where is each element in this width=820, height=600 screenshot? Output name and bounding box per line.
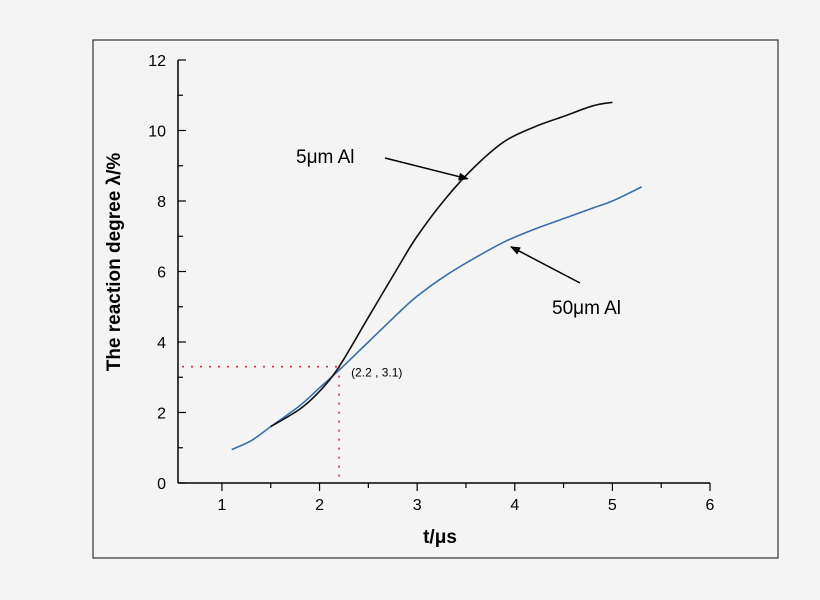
annotation-arrow-5um-al xyxy=(384,157,469,181)
y-axis-label: The reaction degree λ/% xyxy=(104,153,125,372)
y-ticks: 0 2 4 6 8 10 12 xyxy=(148,53,186,493)
annotation-50um-al: 50μm Al xyxy=(552,298,621,319)
y-tick-label: 6 xyxy=(157,265,166,282)
y-tick-label: 0 xyxy=(157,476,166,493)
annotation-5um-al: 5μm Al xyxy=(296,147,354,168)
y-tick-label: 8 xyxy=(157,194,166,211)
chart-frame xyxy=(92,39,779,559)
y-tick-label: 10 xyxy=(148,124,166,141)
marker-label: (2.2 , 3.1) xyxy=(351,366,402,380)
x-tick-label: 4 xyxy=(510,497,519,514)
x-tick-label: 6 xyxy=(706,497,715,514)
y-tick-label: 2 xyxy=(157,406,166,423)
y-tick-label: 4 xyxy=(157,335,166,352)
series-line-5um-al xyxy=(270,101,613,428)
x-ticks: 1 2 3 4 5 6 xyxy=(217,483,715,514)
x-axis-label: t/μs xyxy=(423,527,457,548)
x-tick-label: 1 xyxy=(217,497,226,514)
x-tick-label: 3 xyxy=(413,497,422,514)
x-tick-label: 2 xyxy=(315,497,324,514)
series-line-50um-al xyxy=(231,186,643,451)
y-tick-label: 12 xyxy=(148,53,166,70)
x-tick-label: 5 xyxy=(608,497,617,514)
annotation-arrow-50um-al xyxy=(510,246,581,284)
